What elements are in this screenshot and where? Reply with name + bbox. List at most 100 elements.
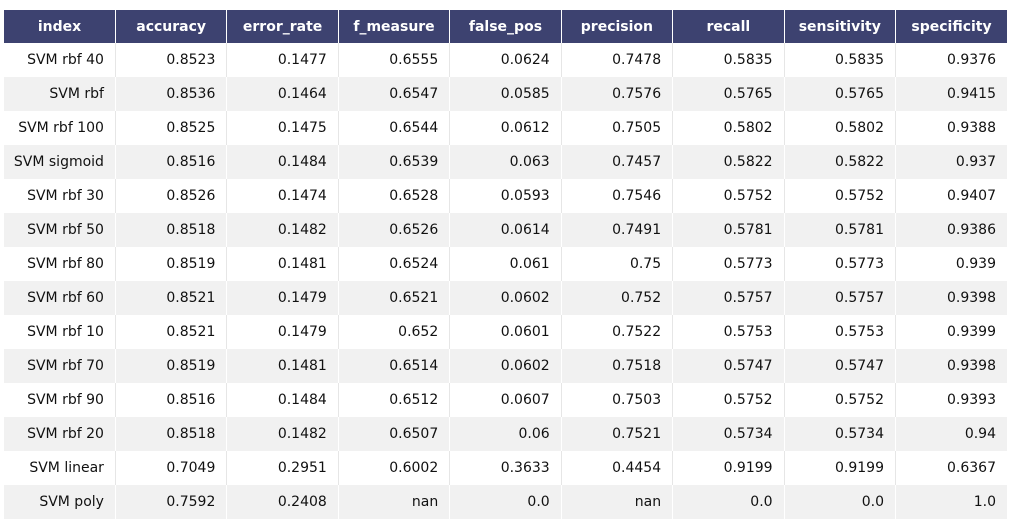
row-index-cell: SVM rbf 40 — [4, 43, 116, 77]
cell-error-rate: 0.1477 — [226, 43, 339, 77]
cell-false-pos: 0.0602 — [449, 349, 562, 383]
cell-precision: 0.7518 — [561, 349, 674, 383]
cell-f-measure: 0.6524 — [338, 247, 451, 281]
cell-precision: 0.7546 — [561, 179, 674, 213]
column-header-index: index — [4, 10, 116, 43]
cell-specificity: 0.9376 — [895, 43, 1007, 77]
cell-recall: 0.5747 — [672, 349, 785, 383]
cell-accuracy: 0.8526 — [115, 179, 228, 213]
cell-sensitivity: 0.5822 — [784, 145, 897, 179]
cell-accuracy: 0.8523 — [115, 43, 228, 77]
cell-accuracy: 0.8516 — [115, 145, 228, 179]
cell-false-pos: 0.0601 — [449, 315, 562, 349]
cell-recall: 0.0 — [672, 485, 785, 519]
cell-precision: 0.7522 — [561, 315, 674, 349]
row-index-cell: SVM rbf 10 — [4, 315, 116, 349]
cell-specificity: 0.939 — [895, 247, 1007, 281]
table-body: SVM rbf 40 0.8523 0.1477 0.6555 0.0624 0.7478… — [4, 43, 1007, 519]
cell-specificity: 0.9393 — [895, 383, 1007, 417]
cell-error-rate: 0.1484 — [226, 145, 339, 179]
cell-recall: 0.5822 — [672, 145, 785, 179]
cell-accuracy: 0.8518 — [115, 213, 228, 247]
cell-f-measure: 0.6002 — [338, 451, 451, 485]
cell-precision: 0.7576 — [561, 77, 674, 111]
table-row: SVM rbf 10 0.8521 0.1479 0.652 0.0601 0.7522 0… — [4, 315, 1007, 349]
row-index-cell: SVM rbf 80 — [4, 247, 116, 281]
cell-sensitivity: 0.5835 — [784, 43, 897, 77]
cell-error-rate: 0.2408 — [226, 485, 339, 519]
cell-recall: 0.5753 — [672, 315, 785, 349]
cell-precision: 0.752 — [561, 281, 674, 315]
cell-f-measure: 0.6528 — [338, 179, 451, 213]
cell-specificity: 0.9407 — [895, 179, 1007, 213]
cell-false-pos: 0.3633 — [449, 451, 562, 485]
cell-precision: 0.7491 — [561, 213, 674, 247]
cell-recall: 0.5835 — [672, 43, 785, 77]
cell-accuracy: 0.8516 — [115, 383, 228, 417]
cell-specificity: 0.9398 — [895, 281, 1007, 315]
cell-precision: 0.7521 — [561, 417, 674, 451]
row-index-cell: SVM rbf 30 — [4, 179, 116, 213]
table-row: SVM rbf 40 0.8523 0.1477 0.6555 0.0624 0.7478… — [4, 43, 1007, 77]
cell-specificity: 0.9386 — [895, 213, 1007, 247]
cell-false-pos: 0.0602 — [449, 281, 562, 315]
cell-precision: 0.7457 — [561, 145, 674, 179]
cell-f-measure: 0.6539 — [338, 145, 451, 179]
cell-sensitivity: 0.9199 — [784, 451, 897, 485]
cell-specificity: 0.9399 — [895, 315, 1007, 349]
column-header-sensitivity: sensitivity — [784, 10, 897, 43]
cell-recall: 0.5765 — [672, 77, 785, 111]
cell-specificity: 0.9398 — [895, 349, 1007, 383]
row-index-cell: SVM rbf 20 — [4, 417, 116, 451]
column-header-false-pos: false_pos — [449, 10, 562, 43]
cell-error-rate: 0.1484 — [226, 383, 339, 417]
cell-error-rate: 0.1482 — [226, 213, 339, 247]
metrics-table: index accuracy error_rate f_measure false_po… — [4, 10, 1007, 519]
cell-f-measure: 0.6507 — [338, 417, 451, 451]
header-row: index accuracy error_rate f_measure false_po… — [4, 10, 1007, 43]
cell-recall: 0.5757 — [672, 281, 785, 315]
cell-sensitivity: 0.0 — [784, 485, 897, 519]
table-row: SVM rbf 80 0.8519 0.1481 0.6524 0.061 0.75 0.5… — [4, 247, 1007, 281]
cell-sensitivity: 0.5747 — [784, 349, 897, 383]
table-row: SVM rbf 90 0.8516 0.1484 0.6512 0.0607 0.7503… — [4, 383, 1007, 417]
cell-recall: 0.5752 — [672, 383, 785, 417]
cell-sensitivity: 0.5757 — [784, 281, 897, 315]
cell-sensitivity: 0.5752 — [784, 179, 897, 213]
cell-f-measure: 0.6521 — [338, 281, 451, 315]
row-index-cell: SVM rbf 90 — [4, 383, 116, 417]
row-index-cell: SVM rbf 70 — [4, 349, 116, 383]
cell-f-measure: 0.652 — [338, 315, 451, 349]
cell-error-rate: 0.1479 — [226, 281, 339, 315]
cell-sensitivity: 0.5752 — [784, 383, 897, 417]
table-row: SVM linear 0.7049 0.2951 0.6002 0.3633 0.4454… — [4, 451, 1007, 485]
column-header-f-measure: f_measure — [338, 10, 451, 43]
row-index-cell: SVM rbf — [4, 77, 116, 111]
cell-accuracy: 0.8519 — [115, 349, 228, 383]
cell-sensitivity: 0.5734 — [784, 417, 897, 451]
cell-f-measure: nan — [338, 485, 451, 519]
cell-error-rate: 0.1479 — [226, 315, 339, 349]
cell-sensitivity: 0.5773 — [784, 247, 897, 281]
table-row: SVM rbf 50 0.8518 0.1482 0.6526 0.0614 0.7491… — [4, 213, 1007, 247]
cell-precision: 0.7478 — [561, 43, 674, 77]
table-row: SVM rbf 100 0.8525 0.1475 0.6544 0.0612 0.750… — [4, 111, 1007, 145]
column-header-precision: precision — [561, 10, 674, 43]
cell-accuracy: 0.7592 — [115, 485, 228, 519]
column-header-error-rate: error_rate — [226, 10, 339, 43]
row-index-cell: SVM linear — [4, 451, 116, 485]
cell-specificity: 1.0 — [895, 485, 1007, 519]
row-index-cell: SVM poly — [4, 485, 116, 519]
cell-recall: 0.5734 — [672, 417, 785, 451]
cell-error-rate: 0.1482 — [226, 417, 339, 451]
cell-error-rate: 0.1475 — [226, 111, 339, 145]
cell-false-pos: 0.0624 — [449, 43, 562, 77]
table-row: SVM sigmoid 0.8516 0.1484 0.6539 0.063 0.7457… — [4, 145, 1007, 179]
cell-error-rate: 0.1474 — [226, 179, 339, 213]
cell-recall: 0.5802 — [672, 111, 785, 145]
table-row: SVM rbf 70 0.8519 0.1481 0.6514 0.0602 0.7518… — [4, 349, 1007, 383]
cell-false-pos: 0.0 — [449, 485, 562, 519]
results-table: index accuracy error_rate f_measure false_po… — [4, 10, 1007, 519]
cell-f-measure: 0.6547 — [338, 77, 451, 111]
table-row: SVM rbf 20 0.8518 0.1482 0.6507 0.06 0.7521 0.… — [4, 417, 1007, 451]
